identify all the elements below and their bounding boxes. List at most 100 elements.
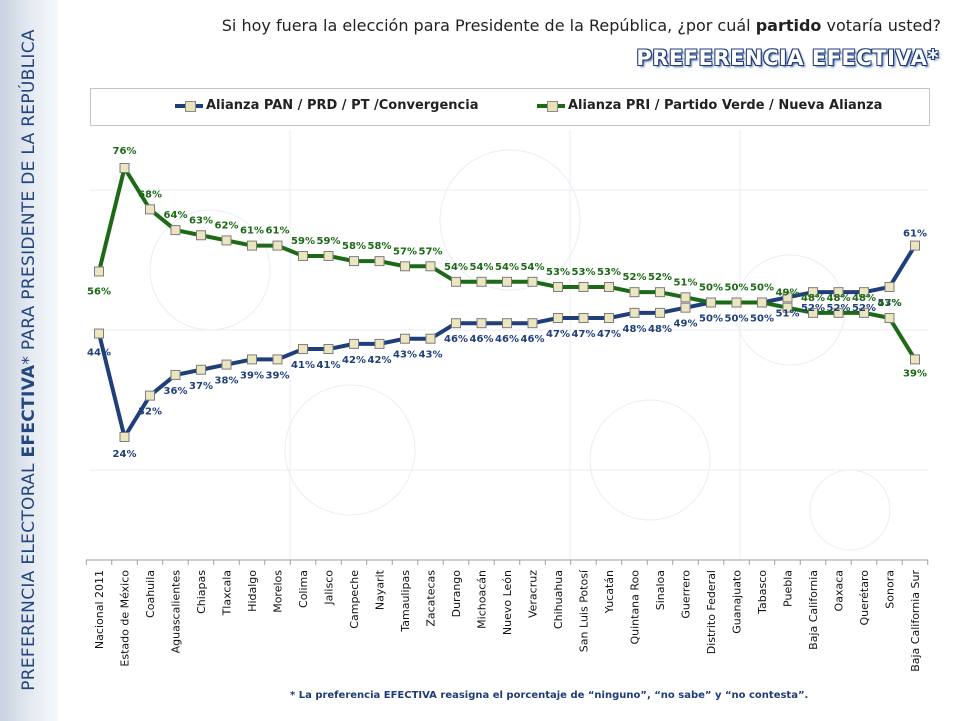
data-label: 63% (189, 215, 213, 226)
chart-tick-labels: Nacional 2011 Estado de México Coahuila Agu… (93, 569, 922, 672)
x-tick-label: Guanajuato (731, 570, 744, 634)
legend-label-green: Alianza PRI / Partido Verde / Nueva Alia… (568, 98, 883, 113)
x-tick-label: Querétaro (858, 570, 871, 626)
data-point-marker (196, 230, 206, 241)
data-label: 47% (878, 298, 902, 309)
data-point-marker (808, 287, 818, 298)
data-label: 32% (138, 407, 162, 418)
x-tick-label: Nuevo León (501, 570, 514, 635)
x-tick-label: Michoacán (476, 570, 489, 629)
chart-series (94, 163, 920, 442)
data-point-marker (221, 235, 232, 246)
x-tick-label: San Luis Potosí (578, 569, 591, 652)
data-label: 61% (240, 226, 264, 237)
data-point-marker (400, 261, 410, 272)
legend-line-green-icon (537, 100, 565, 112)
data-label: 42% (342, 355, 366, 366)
legend-label-blue: Alianza PAN / PRD / PT /Convergencia (206, 98, 479, 113)
data-label: 62% (215, 220, 239, 231)
data-point-marker (502, 276, 512, 287)
question-text: Si hoy fuera la elección para Presidente… (222, 16, 941, 35)
data-point-marker (451, 276, 461, 287)
data-point-marker (374, 338, 385, 349)
x-tick-label: Nayarit (374, 569, 387, 610)
data-label: 57% (393, 246, 417, 257)
data-point-marker (859, 307, 869, 318)
data-point-marker (272, 240, 283, 251)
data-label: 50% (750, 283, 774, 294)
data-point-marker (94, 266, 104, 277)
data-label: 47% (572, 329, 596, 340)
x-tick-label: Chiapas (195, 570, 208, 614)
data-label: 48% (623, 324, 647, 335)
x-tick-label: Nacional 2011 (93, 570, 106, 649)
data-point-marker (119, 163, 130, 173)
data-label: 46% (444, 334, 468, 345)
data-point-marker (604, 281, 614, 292)
data-point-marker (553, 313, 563, 324)
x-tick-label: Durango (450, 570, 463, 618)
data-label: 52% (852, 303, 876, 314)
data-label: 58% (342, 241, 366, 252)
data-point-marker (298, 344, 308, 355)
x-tick-label: Tlaxcala (221, 570, 234, 616)
chart-legend: Alianza PAN / PRD / PT /Convergencia Ali… (90, 88, 930, 126)
data-point-marker (476, 276, 487, 287)
data-point-marker (145, 204, 155, 215)
legend-item-green: Alianza PRI / Partido Verde / Nueva Alia… (537, 98, 882, 113)
data-point-marker (349, 256, 359, 267)
data-label: 46% (495, 334, 519, 345)
data-label: 42% (368, 355, 392, 366)
data-point-marker (425, 261, 436, 272)
x-tick-label: Campeche (348, 570, 361, 629)
data-label: 53% (572, 267, 596, 278)
data-label: 59% (317, 236, 341, 247)
x-tick-label: Chihuahua (552, 570, 565, 629)
x-tick-label: Hidalgo (246, 570, 259, 612)
data-point-marker (349, 338, 359, 349)
data-point-marker (604, 313, 614, 324)
data-label: 64% (164, 210, 188, 221)
data-point-marker (272, 354, 283, 365)
data-label: 48% (852, 293, 876, 304)
data-label: 48% (801, 293, 825, 304)
data-point-marker (553, 281, 563, 292)
data-point-marker (425, 333, 436, 344)
chart-data-labels: 44%24%32%36% 37% 38% 39% 39%41% 41% 42% 42% 43% 4… (87, 146, 927, 460)
x-tick-label: Coahuila (144, 570, 157, 618)
legend-line-blue-icon (175, 100, 203, 112)
data-label: 39% (903, 368, 927, 379)
data-label: 51% (674, 277, 698, 288)
data-label: 58% (368, 241, 392, 252)
data-point-marker (145, 390, 155, 401)
data-label: 49% (674, 319, 698, 330)
data-point-marker (655, 287, 665, 298)
x-tick-label: Oaxaca (833, 570, 846, 611)
data-point-marker (400, 333, 410, 344)
question-suffix: votaría usted? (821, 16, 942, 35)
data-point-marker (731, 297, 742, 308)
data-label: 50% (699, 314, 723, 325)
data-point-marker (910, 240, 920, 251)
data-label: 54% (495, 262, 519, 273)
data-label: 39% (266, 370, 290, 381)
x-tick-label: Sonora (884, 570, 897, 609)
data-point-marker (655, 307, 665, 318)
chart-axes (85, 559, 929, 565)
x-tick-label: Jalisco (323, 570, 336, 606)
x-tick-label: Baja California Sur (909, 570, 922, 672)
data-label: 48% (827, 293, 851, 304)
data-point-marker (629, 287, 640, 298)
data-label: 47% (546, 329, 570, 340)
data-point-marker (196, 364, 206, 375)
data-point-marker (629, 307, 640, 318)
x-tick-label: Tamaulipas (399, 570, 412, 633)
data-point-marker (323, 344, 334, 355)
data-label: 52% (648, 272, 672, 283)
data-point-marker (323, 250, 334, 261)
data-label: 51% (776, 308, 800, 319)
data-point-marker (859, 287, 869, 298)
x-tick-label: Guerrero (680, 570, 693, 619)
data-point-marker (94, 328, 104, 339)
